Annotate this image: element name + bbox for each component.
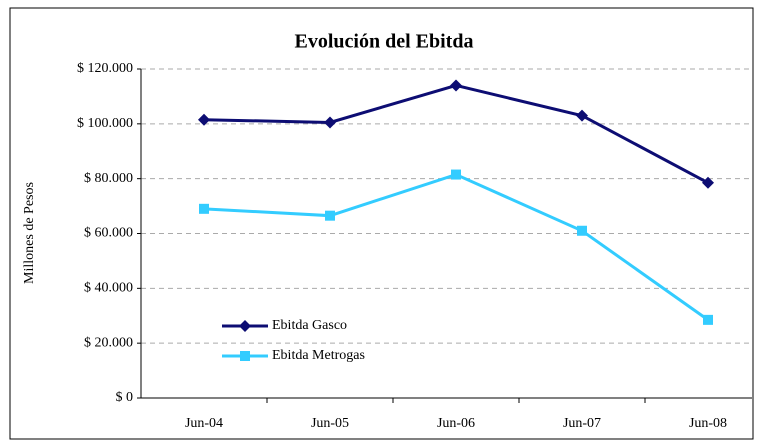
data-point (451, 169, 461, 180)
legend-label: Ebitda Metrogas (272, 348, 365, 363)
data-point (198, 113, 210, 126)
data-point (576, 109, 588, 122)
y-axis-label: Millones de Pesos (22, 182, 37, 284)
y-tick-label: $ 120.000 (77, 61, 133, 76)
chart-title: Evolución del Ebitda (295, 31, 474, 53)
legend-marker (239, 320, 251, 332)
x-tick-label: Jun-05 (311, 416, 349, 431)
y-tick-label: $ 80.000 (84, 171, 133, 186)
x-tick-label: Jun-04 (185, 416, 223, 431)
x-tick-label: Jun-06 (437, 416, 475, 431)
y-tick-label: $ 100.000 (77, 116, 133, 131)
chart-frame (9, 7, 754, 440)
data-point (703, 314, 713, 325)
x-tick-label: Jun-08 (689, 416, 727, 431)
data-point (450, 79, 462, 92)
data-point (325, 210, 335, 221)
y-tick-label: $ 20.000 (84, 335, 133, 350)
data-point (199, 203, 209, 214)
x-tick-label: Jun-07 (563, 416, 601, 431)
legend-label: Ebitda Gasco (272, 318, 347, 333)
y-tick-label: $ 0 (116, 390, 134, 405)
data-point (577, 225, 587, 236)
legend-marker (240, 351, 250, 361)
y-tick-label: $ 40.000 (84, 281, 133, 296)
y-tick-label: $ 60.000 (84, 226, 133, 241)
data-point (324, 116, 336, 129)
data-point (702, 176, 714, 189)
